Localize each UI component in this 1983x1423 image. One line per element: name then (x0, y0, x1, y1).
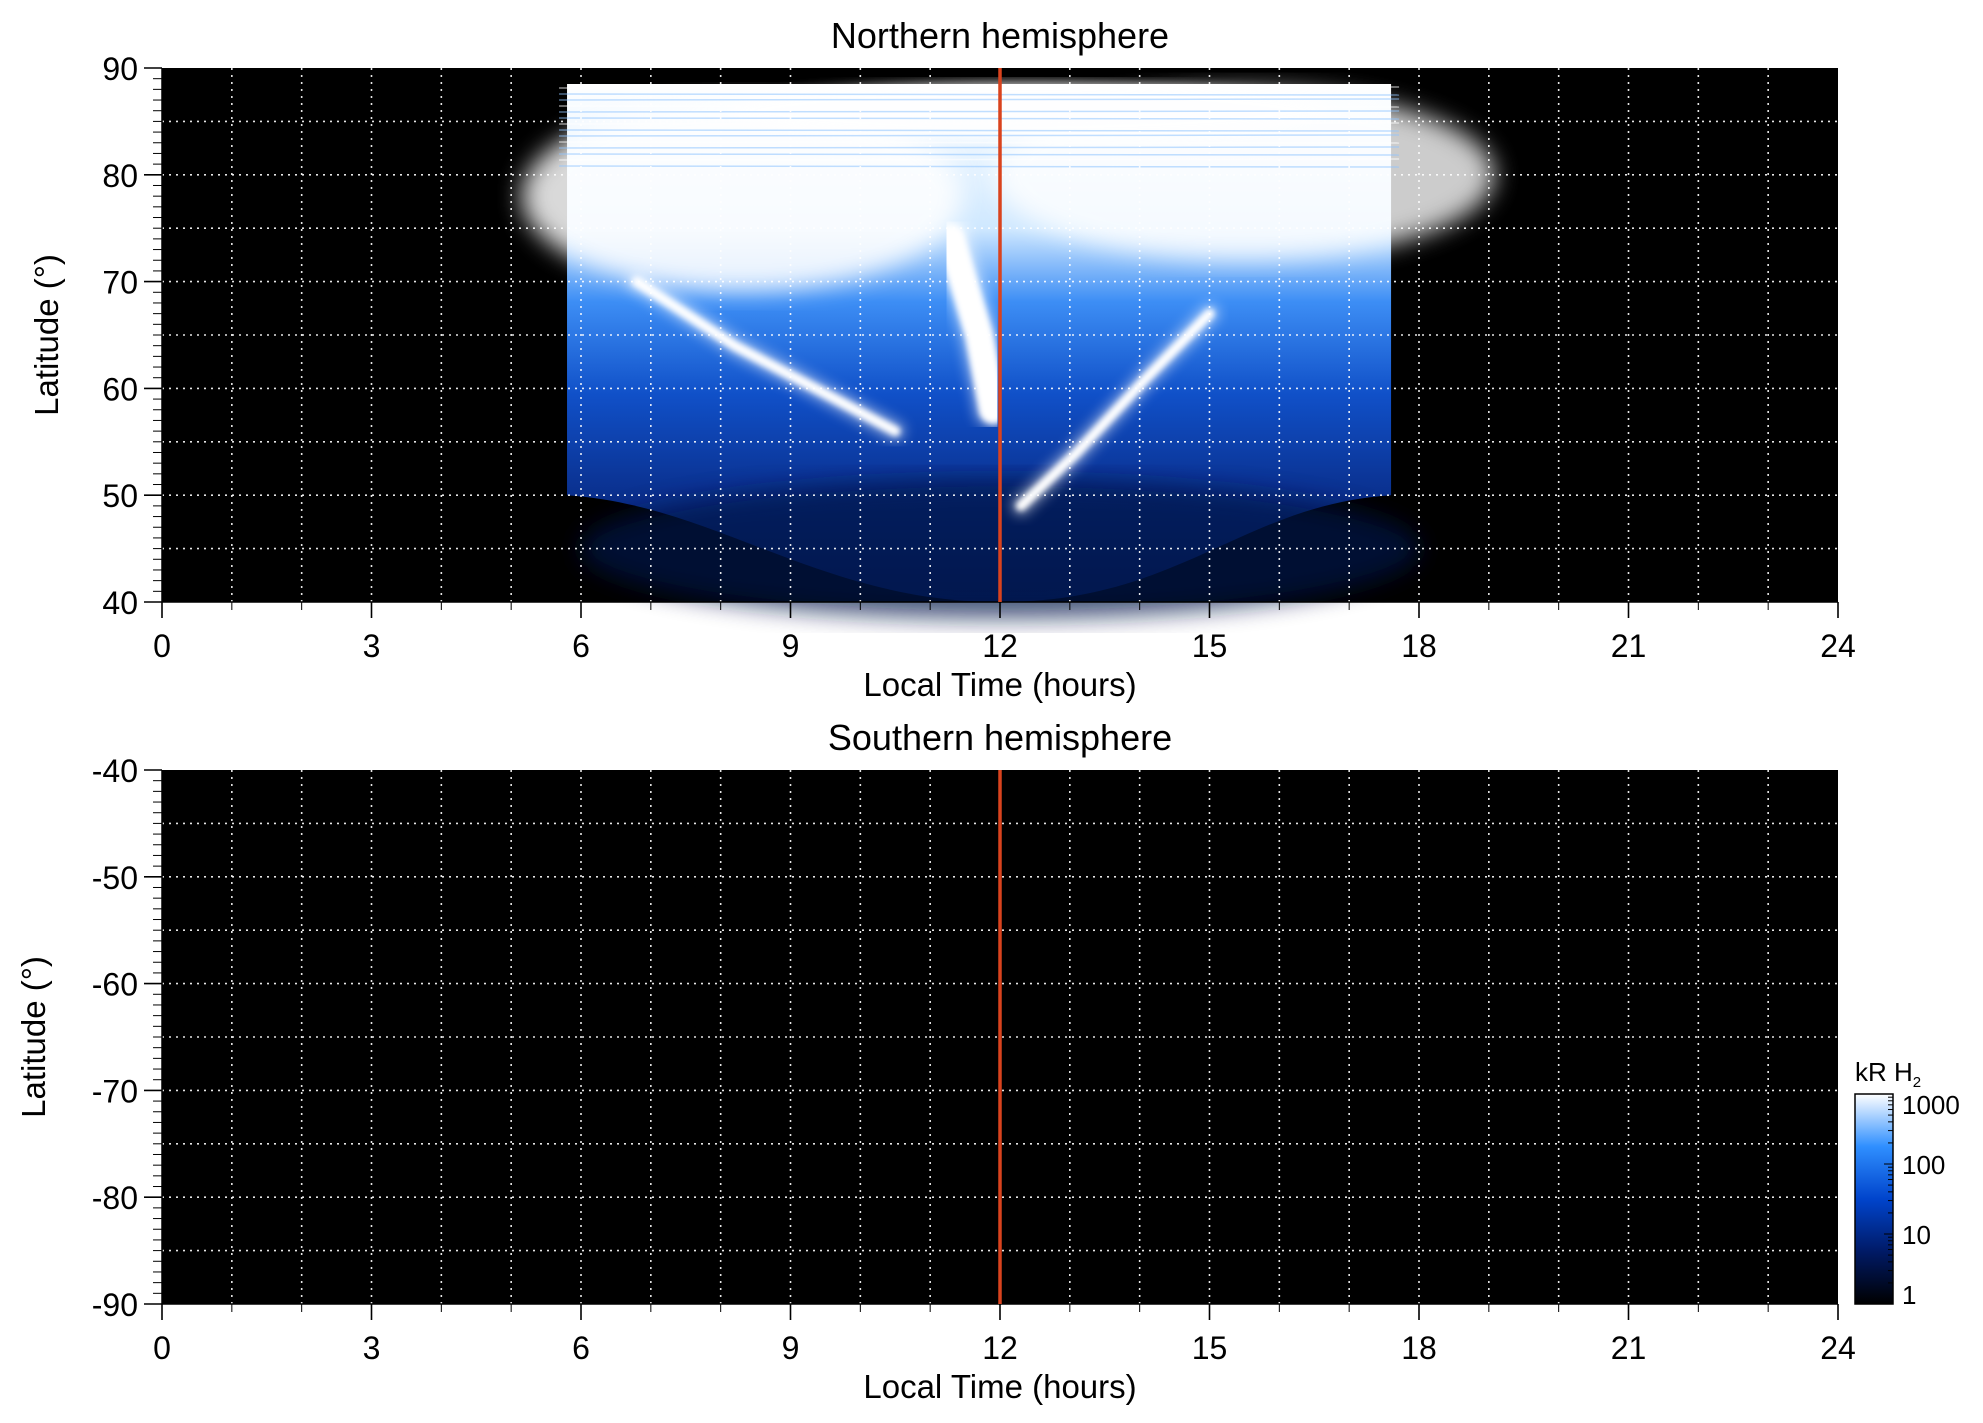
y-tick-label: 50 (102, 478, 138, 514)
x-tick-label: 24 (1820, 628, 1856, 664)
colorbar-ticks: 1 10 100 1000 (1884, 1090, 1960, 1310)
north-grid (162, 68, 1838, 602)
y-tick-label: -90 (92, 1287, 138, 1323)
x-tick-label: 9 (782, 1330, 800, 1366)
x-tick-label: 15 (1192, 628, 1228, 664)
image-streak (559, 86, 1400, 89)
x-tick-label: 24 (1820, 1330, 1856, 1366)
north-x-label: Local Time (hours) (863, 666, 1136, 703)
aurora-arc (937, 224, 1008, 424)
x-tick-label: 12 (982, 628, 1018, 664)
image-streak (559, 93, 1400, 96)
image-streak (559, 165, 1400, 168)
image-streak (559, 117, 1400, 120)
x-tick-label: 21 (1611, 1330, 1647, 1366)
x-tick-label: 6 (572, 628, 590, 664)
south-grid (162, 770, 1838, 1304)
image-streak (559, 110, 1400, 113)
north-y-label: Latitude (°) (28, 254, 65, 416)
colorbar-gradient (1854, 1093, 1894, 1305)
y-tick-label: -70 (92, 1073, 138, 1109)
north-aurora-emission (521, 82, 1495, 619)
south-y-label: Latitude (°) (15, 956, 52, 1118)
y-tick-label: 60 (102, 371, 138, 407)
image-streak (559, 105, 1400, 108)
north-x-ticks: 0 3 6 9 12 15 18 21 24 (153, 601, 1856, 664)
image-streak (559, 141, 1400, 144)
colorbar-tick-label: 1 (1902, 1280, 1916, 1310)
y-tick-label: -80 (92, 1180, 138, 1216)
south-panel: Southern hemisphere -40 -50 -60 -70 -80 -90 0… (15, 717, 1856, 1405)
aurora-arc (1015, 308, 1215, 511)
x-tick-label: 9 (782, 628, 800, 664)
y-tick-label: 70 (102, 265, 138, 301)
x-tick-label: 6 (572, 1330, 590, 1366)
x-tick-label: 0 (153, 1330, 171, 1366)
x-tick-label: 18 (1401, 628, 1437, 664)
image-streak (559, 158, 1400, 161)
x-tick-label: 15 (1192, 1330, 1228, 1366)
y-tick-label: 80 (102, 158, 138, 194)
north-title: Northern hemisphere (831, 15, 1169, 56)
south-x-ticks: 0 3 6 9 12 15 18 21 24 (153, 1303, 1856, 1366)
y-tick-label: 90 (102, 51, 138, 87)
north-y-ticks: 40 50 60 70 80 90 (102, 51, 163, 621)
south-title: Southern hemisphere (828, 717, 1172, 758)
y-tick-label: -50 (92, 860, 138, 896)
x-tick-label: 0 (153, 628, 171, 664)
x-tick-label: 3 (363, 628, 381, 664)
north-panel: Northern hemisphere 40 50 60 70 80 90 0 3 6 9 12 1… (28, 15, 1856, 703)
x-tick-label: 21 (1611, 628, 1647, 664)
image-streak (559, 122, 1400, 125)
colorbar-label: kR H2 (1855, 1057, 1921, 1091)
y-tick-label: -40 (92, 753, 138, 789)
colorbar-tick-label: 10 (1902, 1220, 1931, 1250)
y-tick-label: 40 (102, 585, 138, 621)
south-x-label: Local Time (hours) (863, 1368, 1136, 1405)
y-tick-label: -60 (92, 967, 138, 1003)
image-streak (559, 153, 1400, 156)
colorbar: kR H2 1 10 100 1000 (1854, 1057, 1960, 1310)
south-y-ticks: -40 -50 -60 -70 -80 -90 (92, 753, 163, 1323)
image-streak (559, 146, 1400, 149)
colorbar-tick-label: 100 (1902, 1150, 1945, 1180)
image-streak (559, 98, 1400, 101)
x-tick-label: 12 (982, 1330, 1018, 1366)
image-streak (559, 129, 1400, 132)
colorbar-tick-label: 1000 (1902, 1090, 1960, 1120)
image-streak (559, 134, 1400, 137)
x-tick-label: 3 (363, 1330, 381, 1366)
x-tick-label: 18 (1401, 1330, 1437, 1366)
